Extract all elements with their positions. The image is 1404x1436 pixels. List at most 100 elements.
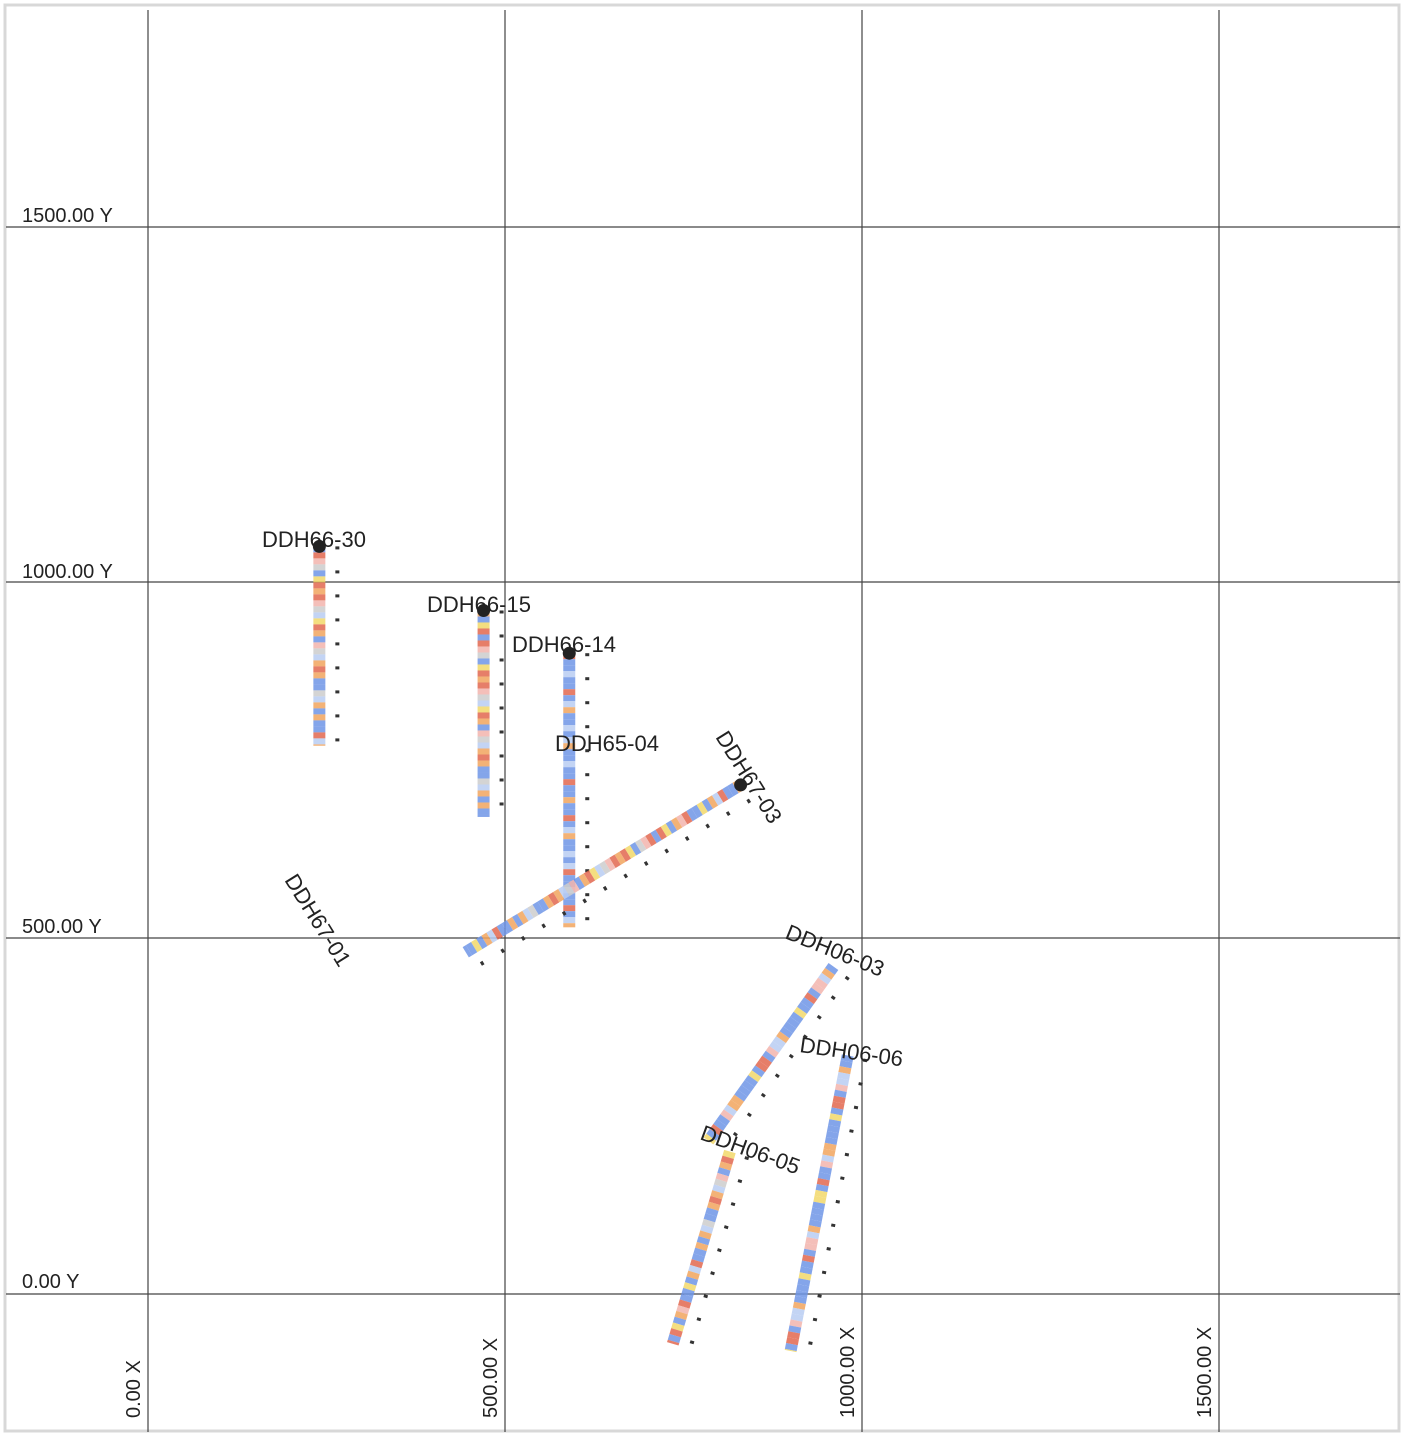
trace-interval (789, 1319, 803, 1328)
trace-interval (313, 708, 326, 715)
map-frame (3, 3, 1401, 1433)
trace-interval (558, 885, 570, 900)
trace-interval (532, 901, 544, 915)
depth-tick (585, 677, 590, 681)
depth-tick (835, 1199, 841, 1204)
trace-interval (703, 1213, 717, 1223)
trace-interval (563, 671, 576, 678)
trace-interval (825, 1130, 839, 1140)
depth-tick (746, 1112, 752, 1118)
trace-interval (790, 1011, 804, 1024)
trace-interval (506, 917, 519, 931)
depth-tick (717, 1248, 722, 1253)
trace-interval (604, 857, 616, 872)
trace-interval (703, 1133, 717, 1145)
trace-interval (477, 796, 490, 803)
trace-interval (563, 695, 576, 702)
trace-interval (563, 701, 576, 708)
trace-interval (686, 1270, 700, 1280)
trace-interval (313, 642, 326, 649)
trace-interval (481, 932, 493, 947)
trace-interval (477, 652, 490, 659)
trace-interval (477, 730, 490, 737)
depth-tick (335, 570, 340, 574)
trace-DDH67-03 (462, 779, 752, 966)
depth-tick (499, 634, 504, 638)
trace-interval (313, 576, 326, 583)
depth-tick (643, 860, 649, 866)
trace-interval (650, 829, 662, 844)
trace-interval (563, 785, 576, 792)
trace-interval (477, 736, 490, 743)
trace-interval (838, 1066, 852, 1075)
trace-interval (816, 1178, 830, 1187)
trace-interval (786, 1337, 799, 1346)
depth-tick (582, 898, 588, 904)
trace-interval (825, 962, 839, 975)
trace-interval (814, 1189, 828, 1199)
trace-interval (820, 1160, 834, 1169)
trace-interval (313, 612, 326, 619)
trace-interval (804, 992, 818, 1005)
trace-interval (477, 772, 490, 779)
trace-interval (814, 977, 828, 990)
trace-interval (563, 821, 576, 828)
trace-interval (313, 738, 326, 745)
depth-tick (744, 1156, 750, 1161)
trace-interval (563, 797, 576, 804)
trace-interval (477, 754, 490, 761)
trace-interval (813, 1195, 827, 1204)
trace-interval (727, 1099, 741, 1112)
trace-interval (313, 600, 326, 607)
trace-interval (788, 1325, 802, 1334)
trace-interval (563, 707, 576, 714)
trace-interval (477, 688, 490, 695)
trace-interval (797, 1278, 811, 1287)
trace-interval (313, 636, 326, 643)
trace-interval (486, 929, 498, 943)
trace-interval (824, 1136, 838, 1145)
trace-interval (563, 725, 576, 732)
trace-interval (477, 742, 490, 749)
depth-tick (623, 873, 629, 879)
trace-interval (730, 1094, 744, 1107)
trace-interval (563, 911, 576, 918)
trace-interval (686, 807, 698, 822)
trace-interval (691, 1253, 705, 1263)
trace-interval (477, 718, 490, 725)
trace-interval (640, 835, 652, 850)
trace-interval (491, 926, 503, 940)
trace-interval (819, 1166, 832, 1175)
trace-interval (563, 791, 576, 798)
trace-interval (791, 1307, 805, 1316)
depth-tick (585, 797, 590, 801)
trace-interval (808, 1219, 822, 1228)
depth-tick (541, 923, 547, 929)
trace-interval (741, 1080, 755, 1092)
trace-interval (477, 628, 490, 635)
depth-tick (585, 725, 590, 729)
trace-interval (831, 1101, 845, 1110)
trace-interval (798, 1272, 812, 1281)
trace-interval (568, 879, 580, 893)
trace-interval (313, 732, 326, 739)
trace-interval (836, 1077, 850, 1087)
trace-interval (809, 1213, 823, 1222)
depth-tick (585, 749, 590, 753)
trace-interval (804, 1242, 818, 1252)
trace-interval (634, 839, 647, 853)
trace-interval (583, 870, 596, 884)
depth-tick (335, 618, 340, 622)
depth-tick (817, 1294, 822, 1298)
trace-interval (716, 789, 729, 803)
trace-interval (477, 616, 490, 623)
trace-interval (837, 1072, 851, 1081)
trace-interval (722, 1149, 736, 1160)
trace-interval (563, 773, 576, 780)
depth-tick (335, 666, 340, 670)
trace-interval (787, 1331, 801, 1340)
trace-interval (830, 1107, 844, 1116)
trace-interval (511, 913, 524, 928)
trace-interval (563, 857, 576, 864)
trace-interval (696, 801, 708, 816)
